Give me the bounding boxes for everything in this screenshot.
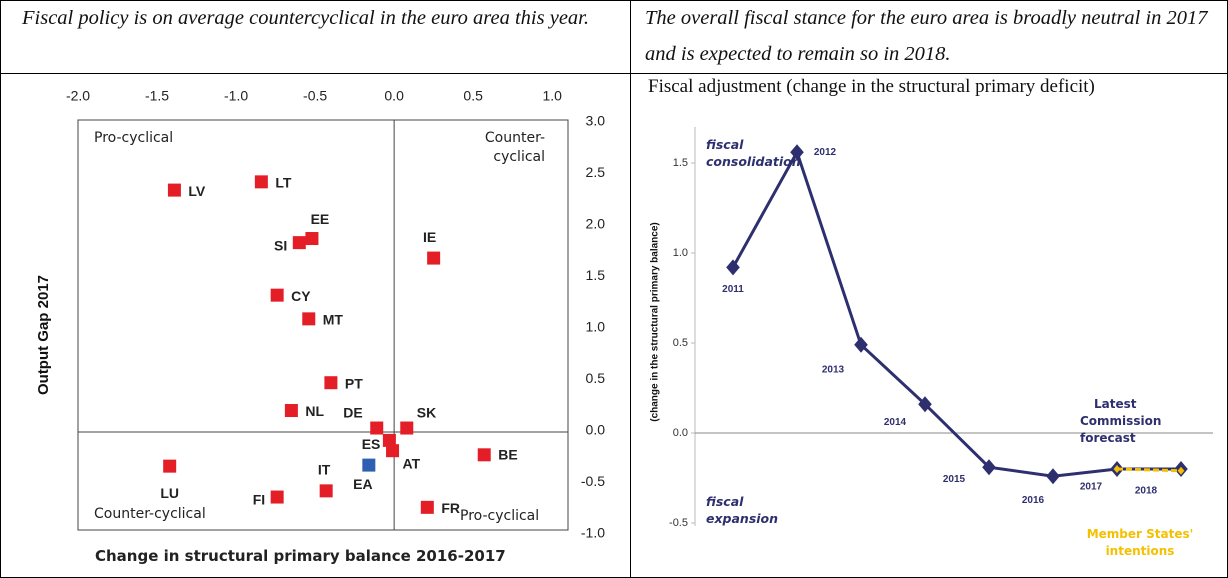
scatter-point xyxy=(254,175,268,189)
x-tick-label: 1.0 xyxy=(542,88,562,104)
y-tick-label: 0.0 xyxy=(586,422,606,438)
y-axis-title: (change in the structural primary balanc… xyxy=(650,222,661,422)
series-line xyxy=(731,148,1181,478)
point-label: FR xyxy=(441,500,460,516)
series-label: Latest Commission forecast xyxy=(1080,397,1162,445)
scatter-point xyxy=(400,421,414,435)
scatter-point xyxy=(324,376,338,390)
point-label: ES xyxy=(362,436,381,452)
point-label: SI xyxy=(274,237,287,253)
scatter-point xyxy=(477,448,491,462)
y-tick-label: -1.0 xyxy=(581,525,605,541)
category-label: 2011 xyxy=(722,284,744,295)
scatter-point xyxy=(420,500,434,514)
y-axis-title: Output Gap 2017 xyxy=(35,275,52,395)
point-label: DE xyxy=(343,405,362,421)
point-label: MT xyxy=(323,312,344,328)
point-label: LT xyxy=(275,175,292,191)
x-axis-title: Change in structural primary balance 201… xyxy=(95,547,506,565)
marker xyxy=(726,259,740,276)
y-tick-label: 0.0 xyxy=(673,427,688,439)
scatter-point xyxy=(163,459,177,473)
scatter-point xyxy=(167,183,181,197)
series-label: Member States' intentions xyxy=(1086,527,1194,558)
y-tick-label: 1.0 xyxy=(586,319,606,335)
chart-title: Fiscal adjustment (change in the structu… xyxy=(648,76,1095,97)
marker xyxy=(982,459,996,476)
scatter-point xyxy=(302,312,316,326)
quadrant-label: Counter-cyclical xyxy=(94,506,206,522)
category-label: 2012 xyxy=(814,147,837,158)
annotation: fiscal expansion xyxy=(706,494,779,526)
scatter-point xyxy=(292,236,306,250)
y-tick-label: 1.5 xyxy=(673,157,688,169)
point-label: PT xyxy=(345,375,363,391)
marker xyxy=(790,144,804,161)
point-label: LU xyxy=(160,485,179,501)
y-tick-label: -0.5 xyxy=(669,517,688,529)
x-tick-label: -0.5 xyxy=(303,88,327,104)
point-label: AT xyxy=(403,455,421,471)
category-label: 2016 xyxy=(1022,495,1045,506)
scatter-point xyxy=(370,421,384,435)
quadrant-label: Pro-cyclical xyxy=(94,130,174,146)
y-tick-label: 0.5 xyxy=(673,337,688,349)
plot-frame xyxy=(77,119,569,531)
y-tick-label: 2.0 xyxy=(586,216,606,232)
x-tick-label: -2.0 xyxy=(66,88,90,104)
point-label: EA xyxy=(353,476,372,492)
y-tick-label: 1.5 xyxy=(586,267,606,283)
category-label: 2015 xyxy=(943,474,966,485)
marker xyxy=(1046,468,1060,485)
quadrant-label: Pro-cyclical xyxy=(460,508,540,524)
point-label: NL xyxy=(305,403,324,419)
point-label: EE xyxy=(311,211,330,227)
point-label: LV xyxy=(188,183,206,199)
scatter-point xyxy=(362,458,376,472)
x-tick-label: 0.0 xyxy=(384,88,404,104)
point-label: IT xyxy=(318,462,331,478)
y-tick-label: -0.5 xyxy=(581,473,605,489)
x-tick-label: 0.5 xyxy=(463,88,483,104)
y-tick-label: 0.5 xyxy=(586,370,606,386)
scatter-point xyxy=(284,404,298,418)
header-left: Fiscal policy is on average countercycli… xyxy=(22,7,590,29)
category-label: 2013 xyxy=(822,364,845,375)
scatter-point xyxy=(305,232,319,246)
point-label: IE xyxy=(423,229,436,245)
scatter-point xyxy=(270,490,284,504)
category-label: 2018 xyxy=(1135,486,1158,497)
scatter-point xyxy=(382,433,396,447)
y-tick-label: 2.5 xyxy=(586,164,606,180)
point-label: BE xyxy=(498,447,517,463)
scatter-point xyxy=(427,251,441,265)
marker xyxy=(918,396,932,413)
x-tick-label: -1.5 xyxy=(145,88,169,104)
scatter-point xyxy=(386,444,400,458)
category-label: 2014 xyxy=(884,417,907,428)
point-label: FI xyxy=(253,492,265,508)
header-right: The overall fiscal stance for the euro a… xyxy=(645,7,1208,65)
y-tick-label: 3.0 xyxy=(586,113,606,129)
series-line xyxy=(1116,467,1182,473)
quadrant-label: Counter-cyclical xyxy=(484,130,545,165)
x-tick-label: -1.0 xyxy=(224,88,248,104)
scatter-point xyxy=(319,484,333,498)
y-tick-label: 1.0 xyxy=(673,247,688,259)
category-label: 2017 xyxy=(1080,482,1103,493)
point-label: CY xyxy=(291,288,311,304)
marker xyxy=(1177,466,1185,475)
point-label: SK xyxy=(417,405,436,421)
scatter-point xyxy=(270,288,284,302)
annotation: fiscal consolidation xyxy=(706,137,801,169)
marker xyxy=(854,336,868,353)
marker xyxy=(1113,465,1121,473)
